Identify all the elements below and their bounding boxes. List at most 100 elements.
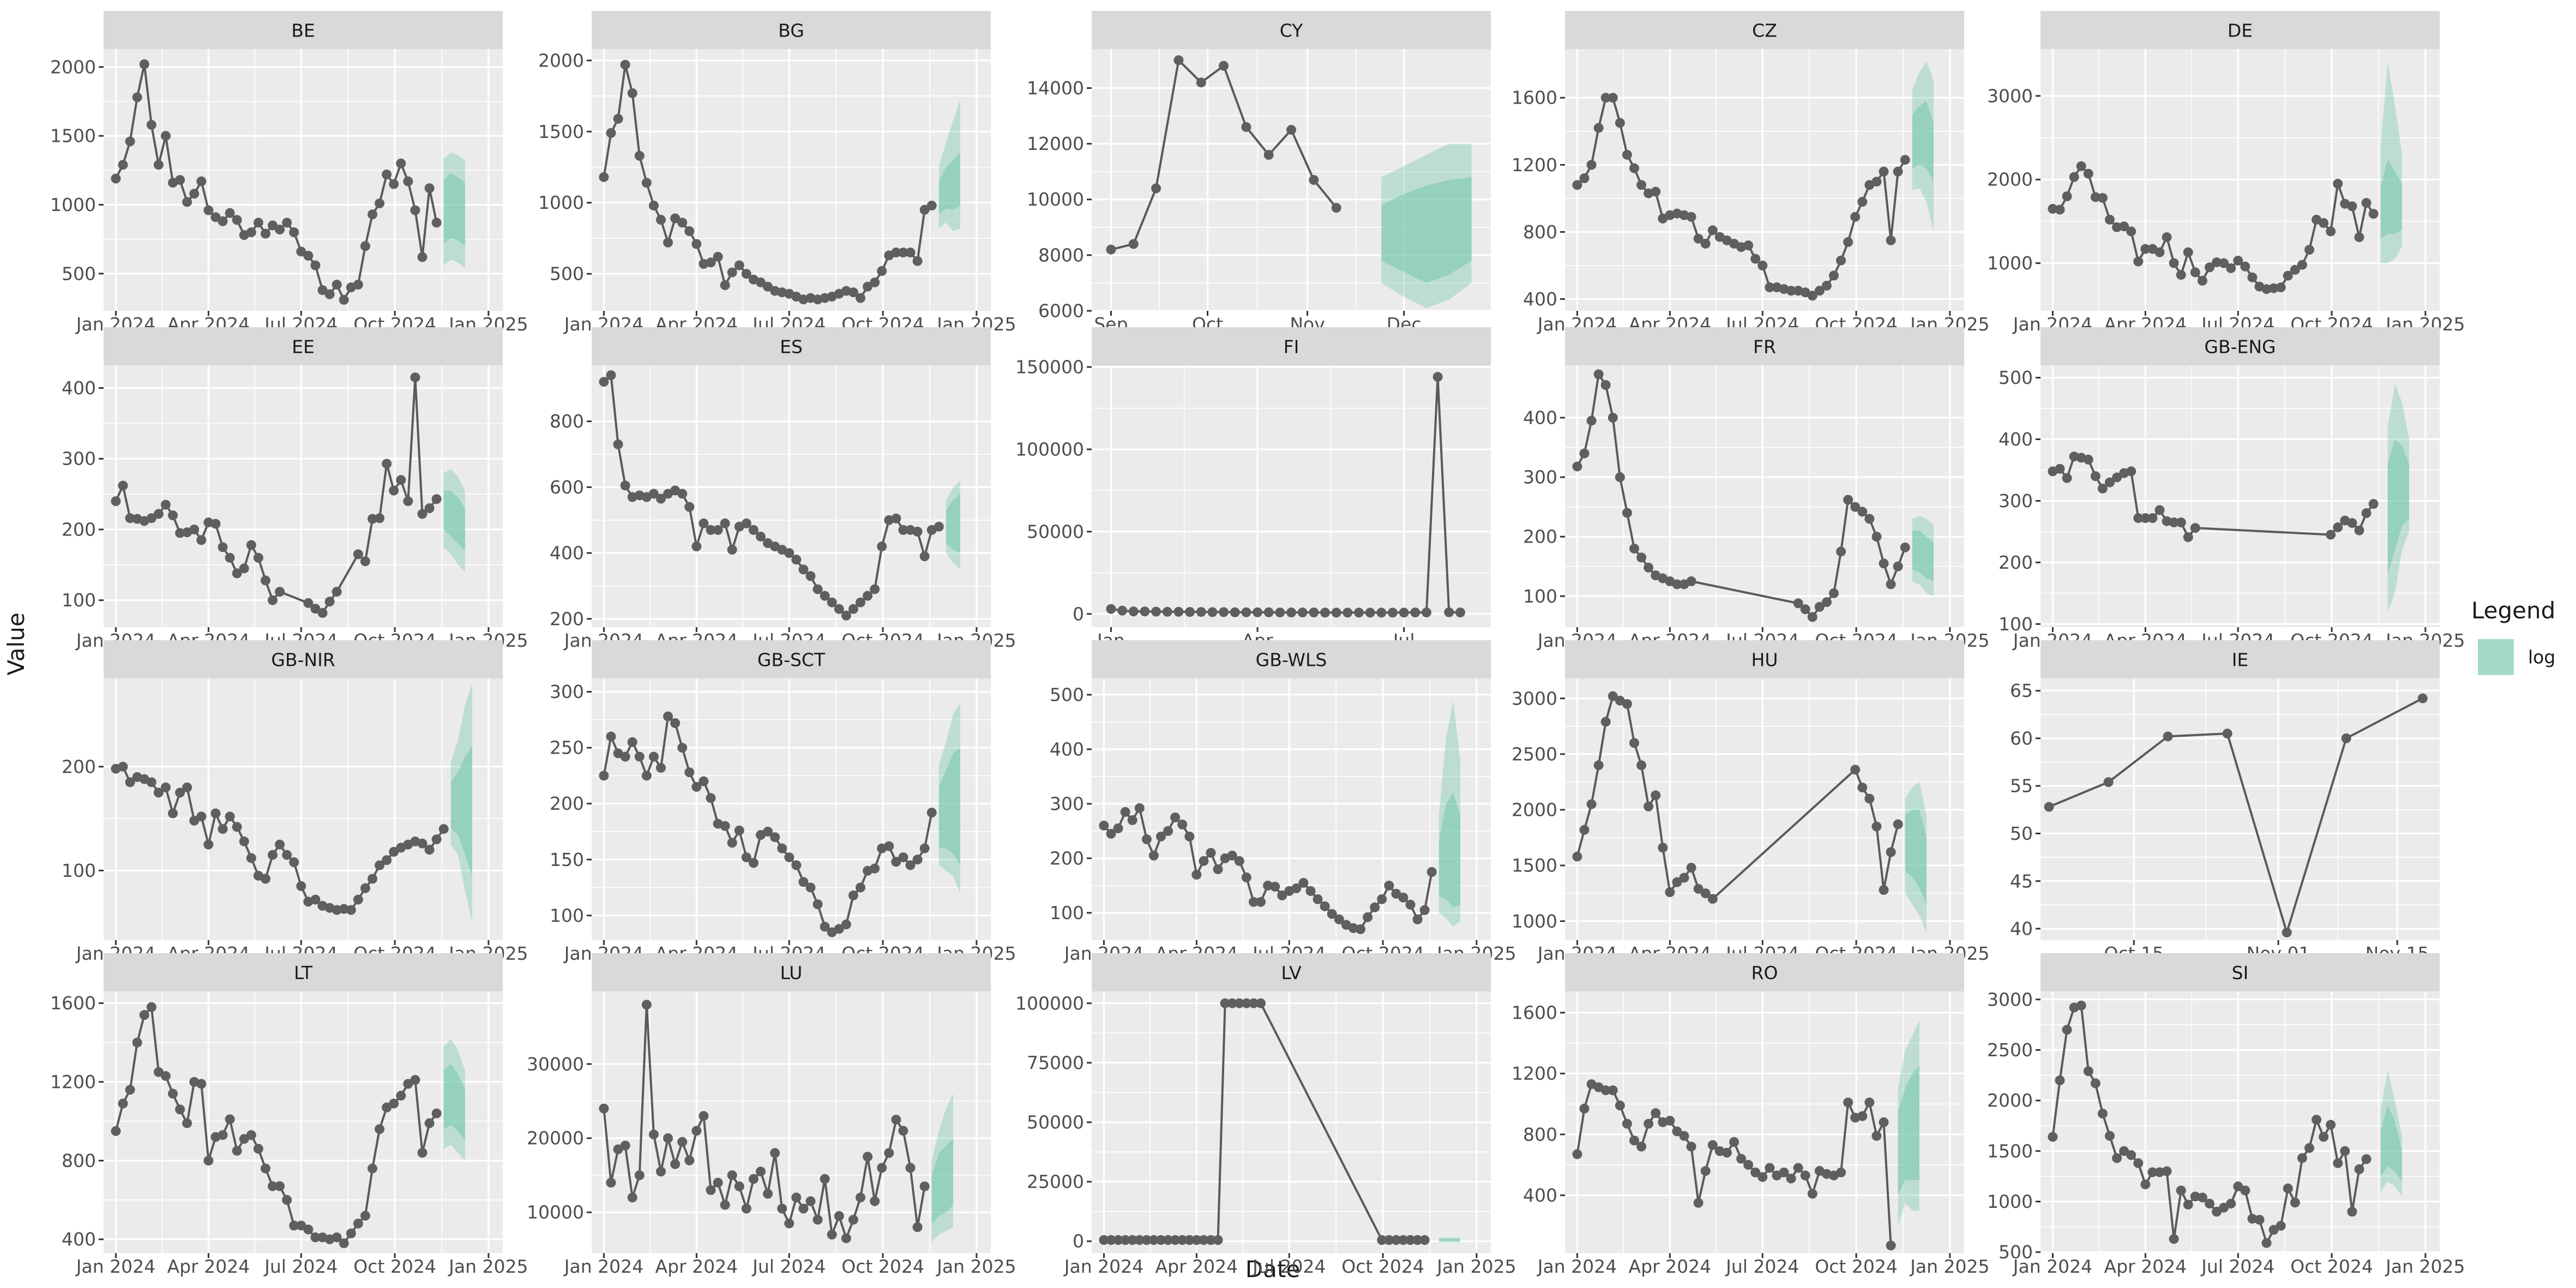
data-point <box>1893 561 1903 571</box>
y-tick-label: 400 <box>1999 429 2033 450</box>
data-point <box>1148 1235 1159 1245</box>
data-point <box>360 556 370 567</box>
data-point <box>1572 1149 1582 1159</box>
data-point <box>1644 801 1654 811</box>
y-tick-label: 14000 <box>1027 77 1084 99</box>
forecast-band-inner <box>2380 158 2402 238</box>
data-point <box>1686 576 1696 586</box>
data-point <box>2347 518 2357 528</box>
data-point <box>118 1098 128 1109</box>
facet-title: LV <box>1281 962 1302 984</box>
data-point <box>1286 125 1296 135</box>
data-point <box>1219 61 1229 71</box>
legend-label-log: log <box>2528 647 2555 668</box>
data-point <box>834 1211 844 1221</box>
data-point <box>2304 245 2314 255</box>
data-point <box>139 1010 149 1020</box>
data-point <box>2119 1146 2129 1156</box>
data-point <box>727 267 737 278</box>
data-point <box>891 513 901 523</box>
data-point <box>1857 1111 1868 1121</box>
data-point <box>919 551 930 562</box>
panel-background <box>2041 678 2440 940</box>
data-point <box>2333 1158 2343 1169</box>
plot-area <box>599 370 960 621</box>
x-tick-label: Jul 2024 <box>751 1256 826 1277</box>
y-tick-label: 500 <box>1999 367 2033 388</box>
data-point <box>1177 820 1188 829</box>
data-point <box>2276 1220 2286 1231</box>
data-point <box>346 905 356 915</box>
forecast-band-outer <box>931 1093 953 1242</box>
legend: Legend log <box>2471 597 2555 675</box>
x-tick-label: Apr 2024 <box>2104 1256 2187 1277</box>
data-point <box>1419 905 1430 915</box>
x-tick-label: Jan 2025 <box>936 1256 1016 1277</box>
data-point <box>1615 1100 1625 1111</box>
forecast-band-outer <box>946 480 960 570</box>
data-point <box>663 711 673 721</box>
data-point <box>613 113 623 124</box>
data-point <box>360 1211 370 1221</box>
data-point <box>606 370 616 381</box>
data-point <box>1191 1235 1202 1245</box>
plot-area <box>2048 1000 2402 1248</box>
data-point <box>898 248 908 258</box>
data-point <box>648 751 659 762</box>
data-point <box>1786 1173 1796 1184</box>
facet-lt: LT 400 800 1200 1600 Jan 2024 Apr 2024 Jul 2024… <box>50 953 528 1277</box>
facet-fi: FI050000100000150000JanAprJul <box>1015 327 1491 651</box>
data-point <box>755 1166 766 1177</box>
data-point <box>346 1228 356 1238</box>
data-point <box>755 531 766 541</box>
data-point <box>884 1148 894 1158</box>
data-point <box>1170 1235 1181 1245</box>
data-point <box>1600 93 1611 103</box>
data-point <box>2283 270 2293 281</box>
data-point <box>898 525 908 535</box>
data-point <box>748 525 759 535</box>
data-point <box>1277 890 1287 900</box>
data-point <box>805 571 816 581</box>
data-point <box>1106 244 1116 255</box>
data-point <box>891 248 901 258</box>
data-point <box>182 1118 192 1128</box>
data-point <box>1644 1118 1654 1129</box>
data-point <box>1331 607 1341 618</box>
plot-area <box>1572 61 1934 301</box>
data-point <box>2290 1197 2300 1208</box>
data-point <box>2083 1066 2093 1076</box>
data-point <box>855 293 865 303</box>
data-point <box>670 1159 681 1169</box>
forecast-band-inner <box>931 1138 953 1224</box>
gridlines <box>104 365 503 627</box>
data-point <box>1593 369 1604 380</box>
data-point <box>812 899 823 910</box>
data-point <box>798 1203 809 1214</box>
data-point <box>2240 261 2250 272</box>
facet-title: CY <box>1280 20 1303 41</box>
data-point <box>2219 1202 2229 1213</box>
data-point <box>706 525 716 535</box>
data-point <box>2176 270 2186 280</box>
y-tick-label: 1600 <box>1512 1002 1557 1024</box>
data-point <box>2276 282 2286 293</box>
data-point <box>175 528 185 538</box>
data-point <box>1173 606 1184 617</box>
data-point <box>777 1203 787 1214</box>
forecast-band-inner <box>946 493 960 553</box>
data-point <box>1871 532 1882 542</box>
data-point <box>655 1166 666 1177</box>
data-point <box>1320 607 1330 618</box>
data-point <box>634 1170 645 1181</box>
data-point <box>655 493 666 504</box>
plot-area <box>111 59 465 305</box>
data-point <box>706 1185 716 1195</box>
data-point <box>1850 212 1861 222</box>
data-point <box>926 808 937 818</box>
data-point <box>1155 832 1166 841</box>
